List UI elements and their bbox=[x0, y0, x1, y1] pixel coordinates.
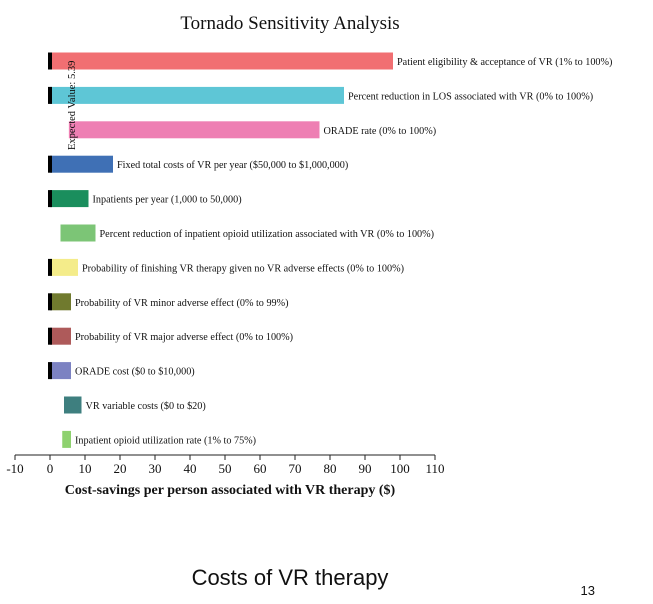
bar-1 bbox=[50, 52, 393, 70]
x-tick-label-2: 10 bbox=[79, 461, 92, 476]
bar-8 bbox=[50, 293, 71, 311]
x-tick-label-6: 50 bbox=[219, 461, 232, 476]
x-tick-label-3: 20 bbox=[114, 461, 127, 476]
bar-12 bbox=[62, 430, 71, 448]
bar-label-9: Probability of VR major adverse effect (… bbox=[75, 332, 293, 343]
x-tick-label-10: 90 bbox=[359, 461, 372, 476]
base-marker-2 bbox=[48, 86, 52, 104]
bar-label-12: Inpatient opioid utilization rate (1% to… bbox=[75, 435, 256, 446]
x-tick-label-12: 110 bbox=[425, 461, 444, 476]
x-axis: -10 0 10 20 30 40 50 60 70 80 90 100 110 bbox=[6, 454, 445, 476]
x-tick-label-1: 0 bbox=[47, 461, 54, 476]
bar-label-10: ORADE cost ($0 to $10,000) bbox=[75, 367, 195, 378]
x-tick-label-0: -10 bbox=[6, 461, 23, 476]
x-axis-label: Cost-savings per person associated with … bbox=[64, 483, 396, 498]
base-marker-5 bbox=[48, 190, 52, 208]
base-marker-1 bbox=[48, 52, 52, 70]
slide-caption: Costs of VR therapy bbox=[191, 565, 389, 590]
base-marker-10 bbox=[48, 362, 52, 380]
bar-7 bbox=[50, 258, 78, 276]
x-tick-label-5: 40 bbox=[184, 461, 197, 476]
bar-4 bbox=[50, 155, 113, 173]
x-tick-label-8: 70 bbox=[289, 461, 302, 476]
bar-label-2: Percent reduction in LOS associated with… bbox=[348, 91, 593, 102]
bar-3 bbox=[68, 121, 320, 139]
bar-label-4: Fixed total costs of VR per year ($50,00… bbox=[117, 160, 348, 171]
bar-label-7: Probability of finishing VR therapy give… bbox=[82, 263, 404, 274]
x-tick-label-4: 30 bbox=[149, 461, 162, 476]
bar-2 bbox=[50, 86, 344, 104]
bar-11 bbox=[64, 396, 82, 414]
bar-label-1: Patient eligibility & acceptance of VR (… bbox=[397, 57, 612, 68]
x-tick-label-9: 80 bbox=[324, 461, 337, 476]
bar-9 bbox=[50, 327, 71, 345]
bar-label-5: Inpatients per year (1,000 to 50,000) bbox=[93, 195, 242, 206]
base-marker-7 bbox=[48, 258, 52, 276]
bar-label-3: ORADE rate (0% to 100%) bbox=[324, 126, 437, 137]
bar-label-11: VR variable costs ($0 to $20) bbox=[86, 401, 206, 412]
bar-10 bbox=[50, 362, 71, 380]
bar-6 bbox=[60, 224, 96, 242]
page-number: 13 bbox=[580, 583, 595, 598]
base-marker-8 bbox=[48, 293, 52, 311]
x-tick-label-7: 60 bbox=[254, 461, 267, 476]
base-marker-4 bbox=[48, 155, 52, 173]
x-tick-label-11: 100 bbox=[390, 461, 410, 476]
bars-layer: Patient eligibility & acceptance of VR (… bbox=[48, 52, 612, 448]
base-marker-9 bbox=[48, 327, 52, 345]
bar-label-8: Probability of VR minor adverse effect (… bbox=[75, 298, 289, 309]
expected-value-label: Expected Value: 5.39 bbox=[67, 61, 78, 150]
bar-5 bbox=[50, 190, 89, 208]
bar-label-6: Percent reduction of inpatient opioid ut… bbox=[100, 229, 435, 240]
chart-title: Tornado Sensitivity Analysis bbox=[180, 13, 400, 34]
